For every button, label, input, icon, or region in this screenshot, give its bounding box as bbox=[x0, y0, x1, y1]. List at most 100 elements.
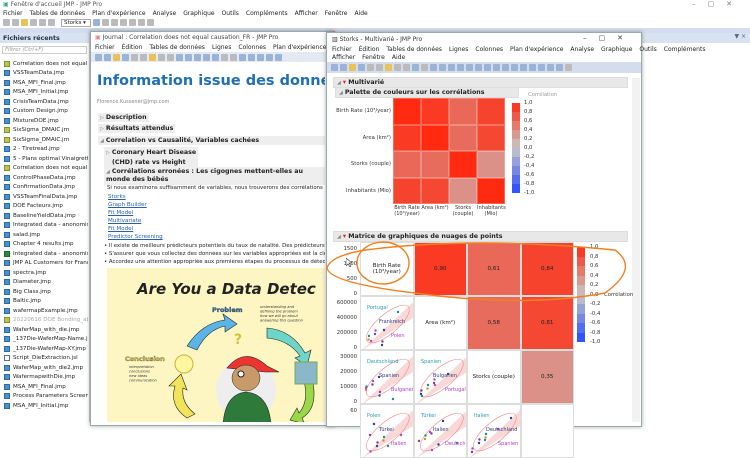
recent-file-item[interactable]: Integrated data - anonomised.jmp bbox=[4, 221, 88, 230]
menu-item[interactable]: Fenêtre bbox=[362, 54, 385, 61]
recent-file-item[interactable]: Big Class.jmp bbox=[4, 287, 88, 296]
recent-file-item[interactable]: 20220616 DOE Bonding_abaque bbox=[4, 316, 88, 325]
matrix-scatter-cell[interactable]: Polen Türkei Italien bbox=[360, 404, 414, 458]
recent-file-item[interactable]: spectra.jmp bbox=[4, 268, 88, 277]
filter-input[interactable]: Filtrer (Ctrl+F) bbox=[2, 46, 87, 54]
window-controls[interactable]: –▢✕ bbox=[692, 0, 744, 8]
menu-item[interactable]: Plan d'expérience bbox=[92, 10, 146, 17]
recent-file-item[interactable]: Chapter 4 results.jmp bbox=[4, 240, 88, 249]
menu-item[interactable]: Afficher bbox=[332, 54, 356, 61]
recent-file-item[interactable]: VSSTeamFinalData.jmp bbox=[4, 192, 88, 201]
recent-file-item[interactable]: 5 - Plans optimal Vinaigrette2.jmp bbox=[4, 154, 88, 163]
recent-file-item[interactable]: Correlation does not equal causation bbox=[4, 164, 88, 173]
journal-link[interactable]: Graph Builder bbox=[108, 202, 147, 208]
menu-item[interactable]: Analyse bbox=[570, 46, 595, 53]
matrix-scatter-cell[interactable]: Deutschland Spanien Bulgarien bbox=[360, 350, 414, 404]
panel-pin-icon[interactable]: ▼ × bbox=[641, 33, 750, 43]
heatmap-cell[interactable] bbox=[421, 124, 449, 151]
journal-link[interactable]: Predictor Screening bbox=[108, 234, 163, 240]
heatmap-cell[interactable] bbox=[477, 177, 505, 204]
matrix-scatter-cell[interactable]: Portugal Frankreich Polen bbox=[360, 296, 414, 350]
heatmap-cell[interactable] bbox=[393, 98, 421, 125]
menu-item[interactable]: Analyse bbox=[152, 10, 177, 17]
menu-item[interactable]: Outils bbox=[639, 46, 657, 53]
menu-item[interactable]: Graphique bbox=[601, 46, 633, 53]
recent-file-item[interactable]: WafermapwithDie.jmp bbox=[4, 373, 88, 382]
journal-link[interactable]: Storks bbox=[108, 194, 126, 200]
heatmap-cell[interactable] bbox=[421, 177, 449, 204]
recent-file-item[interactable]: _137Die-WaferMap-XY.jmp bbox=[4, 344, 88, 353]
matrix-correlation-cell[interactable]: 0,61 bbox=[467, 242, 521, 296]
recent-file-item[interactable]: SixSigma_DMAIC.jrn bbox=[4, 126, 88, 135]
menu-item[interactable]: Afficher bbox=[294, 10, 318, 17]
recent-file-item[interactable]: MSA_MFI_Final.jmp bbox=[4, 78, 88, 87]
recent-file-item[interactable]: Correlation does not equal causation_FR bbox=[4, 59, 88, 68]
outline-correlation[interactable]: ◢ Correlation vs Causalité, Variables cac… bbox=[98, 136, 325, 145]
heatmap-cell[interactable] bbox=[449, 177, 477, 204]
heatmap-cell[interactable] bbox=[449, 151, 477, 178]
recent-file-item[interactable]: SixSigma_DMAIC.jrn bbox=[4, 135, 88, 144]
heatmap-cell[interactable] bbox=[449, 124, 477, 151]
menu-item[interactable]: Tables de données bbox=[386, 46, 442, 53]
menu-item[interactable]: Graphique bbox=[183, 10, 215, 17]
recent-file-item[interactable]: CrisisTeamData.jmp bbox=[4, 97, 88, 106]
menu-item[interactable]: Aide bbox=[354, 10, 368, 17]
menu-item[interactable]: Édition bbox=[358, 46, 380, 53]
outline-description[interactable]: ▷ Description bbox=[98, 113, 149, 122]
menu-item[interactable]: Fichier bbox=[3, 10, 23, 17]
recent-file-item[interactable]: WaferMap_with_die2.jmp bbox=[4, 363, 88, 372]
storks-scrollbar[interactable] bbox=[632, 78, 640, 422]
journal-link[interactable]: Fit Model bbox=[108, 210, 134, 216]
menu-item[interactable]: Fenêtre bbox=[324, 10, 348, 17]
recent-file-item[interactable]: ControlPhaseData.jmp bbox=[4, 173, 88, 182]
menu-item[interactable]: Lignes bbox=[211, 44, 232, 51]
color-map-outline[interactable]: ◢ Palette de couleurs sur les corrélation… bbox=[335, 87, 519, 98]
matrix-scatter-cell[interactable]: Türkei Italien Deutschland bbox=[413, 404, 468, 458]
heatmap-cell[interactable] bbox=[393, 177, 421, 204]
heatmap-cell[interactable] bbox=[477, 98, 505, 125]
outline-results[interactable]: ▷ Résultats attendus bbox=[98, 124, 176, 133]
recent-file-item[interactable]: MSA_MFI_Initial.jmp bbox=[4, 401, 88, 410]
menu-item[interactable]: Lignes bbox=[448, 46, 469, 53]
recent-file-item[interactable]: Integrated data - anonomised.xlsx bbox=[4, 249, 88, 258]
recent-file-item[interactable]: WaferMap_with_die.jmp bbox=[4, 325, 88, 334]
heatmap-cell[interactable] bbox=[477, 124, 505, 151]
menu-item[interactable]: Compléments bbox=[663, 46, 706, 53]
recent-file-item[interactable]: MSA_MFI_Initial.jmp bbox=[4, 88, 88, 97]
menu-item[interactable]: Colonnes bbox=[475, 46, 504, 53]
menu-item[interactable]: Plan d'expérience bbox=[510, 46, 564, 53]
recent-file-item[interactable]: salad.jmp bbox=[4, 230, 88, 239]
recent-file-item[interactable]: MixtureDOE.jmp bbox=[4, 116, 88, 125]
recent-file-item[interactable]: DOE Facteurs.jmp bbox=[4, 202, 88, 211]
recent-file-item[interactable]: Baltic.jmp bbox=[4, 297, 88, 306]
matrix-correlation-cell[interactable]: 0,35 bbox=[520, 350, 574, 404]
recent-file-item[interactable]: Diameter.jmp bbox=[4, 278, 88, 287]
recent-file-item[interactable]: JMP AL Customers for France.jmp bbox=[4, 259, 88, 268]
matrix-correlation-cell[interactable]: 0,58 bbox=[467, 296, 521, 350]
menu-item[interactable]: Outils bbox=[221, 10, 239, 17]
menu-item[interactable]: Colonnes bbox=[238, 44, 267, 51]
heatmap-cell[interactable] bbox=[449, 98, 477, 125]
recent-file-item[interactable]: MSA_MFI_Final.jmp bbox=[4, 382, 88, 391]
journal-link[interactable]: Multivariate bbox=[108, 218, 142, 224]
menu-item[interactable]: Plan d'expérience bbox=[273, 44, 327, 51]
journal-link[interactable]: Fit Model bbox=[108, 226, 134, 232]
recent-file-item[interactable]: Process Parameters Screening.jmp bbox=[4, 392, 88, 401]
heatmap-cell[interactable] bbox=[393, 124, 421, 151]
menu-item[interactable]: Tables de données bbox=[149, 44, 205, 51]
recent-file-item[interactable]: wafermapExample.jmp bbox=[4, 306, 88, 315]
menu-item[interactable]: Fichier bbox=[95, 44, 115, 51]
matrix-scatter-cell[interactable]: Italien Deutschland Spanien bbox=[467, 404, 521, 458]
matrix-correlation-cell[interactable]: 0,81 bbox=[520, 296, 574, 350]
matrix-correlation-cell[interactable]: 0,90 bbox=[413, 242, 467, 296]
heatmap-cell[interactable] bbox=[421, 151, 449, 178]
outline-storks[interactable]: ◢ Corrélations erronées : Les cigognes me… bbox=[104, 167, 325, 185]
recent-file-item[interactable]: 2 - Tiretread.jmp bbox=[4, 145, 88, 154]
recent-file-item[interactable]: ConfirmationData.jmp bbox=[4, 183, 88, 192]
recent-file-item[interactable]: _137Die-WaferMap-Name.jmp bbox=[4, 335, 88, 344]
menu-item[interactable]: Compléments bbox=[245, 10, 288, 17]
menu-item[interactable]: Aide bbox=[391, 54, 406, 61]
matrix-correlation-cell[interactable]: 0,84 bbox=[520, 242, 574, 296]
recent-file-item[interactable]: Script_DieExtraction.jsl bbox=[4, 354, 88, 363]
menu-item[interactable]: Tables de données bbox=[29, 10, 86, 17]
